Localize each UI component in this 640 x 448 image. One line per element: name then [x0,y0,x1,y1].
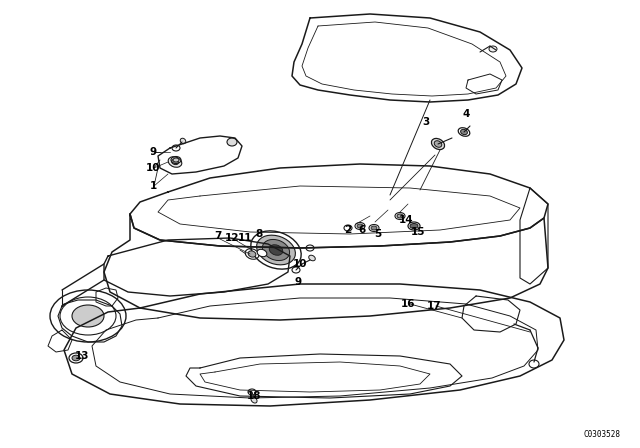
Ellipse shape [408,222,420,230]
Ellipse shape [172,159,179,164]
Ellipse shape [168,157,182,167]
Ellipse shape [308,255,316,261]
Text: 6: 6 [358,225,365,235]
Ellipse shape [251,397,257,403]
Text: 15: 15 [411,227,425,237]
Ellipse shape [292,267,300,273]
Ellipse shape [434,141,442,147]
Text: 16: 16 [401,299,415,309]
Ellipse shape [461,129,467,135]
Text: C0303528: C0303528 [583,430,620,439]
Text: 5: 5 [374,229,381,239]
Ellipse shape [431,138,445,150]
Ellipse shape [72,355,80,361]
Ellipse shape [173,158,179,162]
Ellipse shape [172,145,180,151]
Ellipse shape [180,138,186,144]
Ellipse shape [369,224,379,232]
Ellipse shape [69,353,83,363]
Text: 3: 3 [422,117,429,127]
Ellipse shape [371,226,377,230]
Text: 10: 10 [146,163,160,173]
Text: 17: 17 [427,301,442,311]
Ellipse shape [248,389,256,395]
Ellipse shape [529,360,539,368]
Text: 9: 9 [149,147,157,157]
Text: 13: 13 [75,351,89,361]
Ellipse shape [269,245,283,255]
Text: 4: 4 [462,109,470,119]
Text: 11: 11 [237,233,252,243]
Ellipse shape [489,46,497,52]
Text: 9: 9 [294,277,301,287]
Ellipse shape [72,305,104,327]
Ellipse shape [357,224,363,228]
Ellipse shape [257,249,267,257]
Text: 14: 14 [399,215,413,225]
Ellipse shape [262,239,289,261]
Text: 10: 10 [292,259,307,269]
Text: 12: 12 [225,233,239,243]
Ellipse shape [458,128,470,136]
Ellipse shape [344,225,352,231]
Ellipse shape [397,214,403,218]
Ellipse shape [410,224,418,228]
Text: 8: 8 [255,229,262,239]
Text: 2: 2 [344,225,351,235]
Ellipse shape [257,235,296,265]
Ellipse shape [248,251,256,257]
Text: 7: 7 [214,231,221,241]
Ellipse shape [227,138,237,146]
Ellipse shape [306,245,314,251]
Ellipse shape [355,223,365,229]
Text: 1: 1 [149,181,157,191]
Text: 18: 18 [247,391,261,401]
